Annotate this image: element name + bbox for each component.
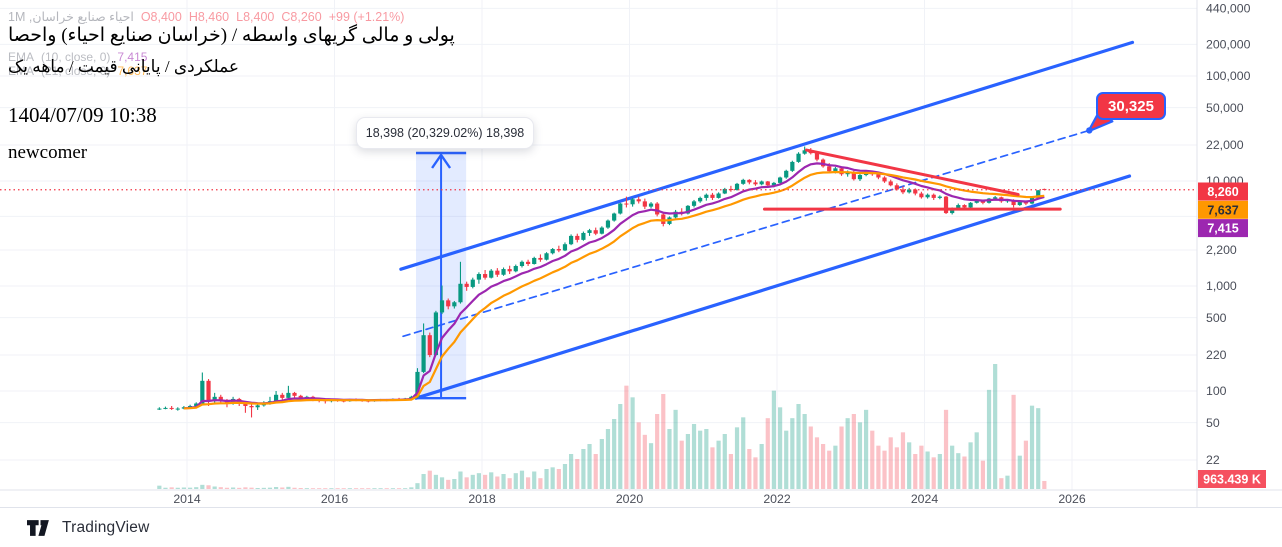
channel-midline-dashed[interactable] bbox=[402, 129, 1091, 338]
price-chip bbox=[1198, 182, 1248, 201]
resistance-trendline[interactable] bbox=[805, 148, 1020, 196]
y-axis-label: 500 bbox=[1206, 311, 1227, 325]
plot-layers bbox=[0, 40, 1197, 489]
attribution-bar: TradingView bbox=[0, 507, 1282, 547]
price-chip-label: 8,260 bbox=[1207, 185, 1238, 199]
y-axis-label: 2,200 bbox=[1206, 243, 1237, 257]
volume-bars-layer bbox=[157, 364, 1047, 489]
ema10-params: (10, close, 0) bbox=[41, 50, 111, 64]
y-axis-label: 22,000 bbox=[1206, 138, 1244, 152]
x-axis-label: 2022 bbox=[763, 492, 791, 506]
price-chip-label: 7,415 bbox=[1207, 222, 1238, 236]
ohlc-open: O8,400 bbox=[140, 9, 182, 24]
y-axis-label: 220 bbox=[1206, 348, 1227, 362]
measure-range-tooltip: 18,398 (20,329.02%) 18,398 bbox=[356, 117, 534, 149]
y-axis-label: 22 bbox=[1206, 453, 1220, 467]
price-target-callout[interactable]: 30,325 bbox=[1096, 92, 1166, 120]
tradingview-logo-icon[interactable] bbox=[27, 520, 54, 536]
price-chip bbox=[1198, 200, 1248, 219]
candles-layer bbox=[157, 146, 1047, 418]
tradingview-brand-label[interactable]: TradingView bbox=[62, 519, 150, 536]
ema21-legend-row[interactable]: EMA (21, close, 0) 7,637 bbox=[8, 64, 147, 78]
x-axis-label: 2026 bbox=[1058, 492, 1086, 506]
price-axis-chips: 8,260 7,637 7,415 963.439 K bbox=[1198, 182, 1266, 488]
price-chip bbox=[1198, 219, 1248, 238]
price-chip bbox=[1198, 470, 1266, 488]
y-axis-label: 100 bbox=[1206, 384, 1227, 398]
ema10-name: EMA bbox=[8, 50, 35, 64]
datetime-text-drawing[interactable]: 1404/07/09 10:38 bbox=[8, 103, 157, 127]
y-axis-label: 50 bbox=[1206, 416, 1220, 430]
price-chip-label: 7,637 bbox=[1207, 203, 1238, 217]
ema21-value: 7,637 bbox=[117, 64, 148, 78]
trendline-end-dot bbox=[1086, 127, 1093, 134]
ema10-value: 7,415 bbox=[117, 50, 148, 64]
y-axis-label: 440,000 bbox=[1206, 2, 1251, 16]
ema21-name: EMA bbox=[8, 64, 35, 78]
ohlc-low: L8,400 bbox=[236, 9, 275, 24]
x-axis-label: 2018 bbox=[468, 492, 496, 506]
ema-21-line[interactable] bbox=[183, 170, 1045, 410]
price-chip-label: 963.439 K bbox=[1203, 473, 1261, 487]
ohlc-close: C8,260 bbox=[281, 9, 322, 24]
y-axis-label: 200,000 bbox=[1206, 38, 1251, 52]
x-axis-label: 2014 bbox=[173, 492, 201, 506]
y-axis-label: 1,000 bbox=[1206, 279, 1237, 293]
symbol-legend-row[interactable]: احیاء صنایع خراسان, 1M O8,400 H8,460 L8,… bbox=[8, 9, 405, 25]
y-axis-label: 50,000 bbox=[1206, 101, 1244, 115]
y-axis-label: 100,000 bbox=[1206, 69, 1251, 83]
ema21-params: (21, close, 0) bbox=[41, 64, 111, 78]
ohlc-high: H8,460 bbox=[188, 9, 230, 24]
ema10-legend-row[interactable]: EMA (10, close, 0) 7,415 bbox=[8, 50, 147, 64]
change-value: +99 (+1.21%) bbox=[328, 9, 405, 24]
channel-upper-trendline[interactable] bbox=[399, 40, 1135, 271]
chart-title-text-drawing[interactable]: واحصا (احیاء صنایع خراسان) / واسطه گریها… bbox=[8, 25, 455, 46]
channel-lower-trendline[interactable] bbox=[414, 174, 1132, 400]
x-axis-label: 2016 bbox=[321, 492, 349, 506]
symbol-name: احیاء صنایع خراسان, 1M bbox=[8, 10, 134, 24]
newcomer-text-drawing[interactable]: newcomer bbox=[8, 142, 88, 163]
x-axis-label: 2024 bbox=[911, 492, 939, 506]
x-axis-label: 2020 bbox=[616, 492, 644, 506]
price-axis[interactable]: 440,000200,000100,00050,00022,00010,0002… bbox=[1206, 2, 1251, 468]
chart-subtitle-text-drawing[interactable]: یک ماهه / قیمت پایانی / عملکردی bbox=[8, 57, 240, 76]
axes: 440,000200,000100,00050,00022,00010,0002… bbox=[0, 0, 1282, 507]
time-axis[interactable]: 2014 2016 2018 2020 2022 2024 2026 bbox=[173, 492, 1086, 506]
